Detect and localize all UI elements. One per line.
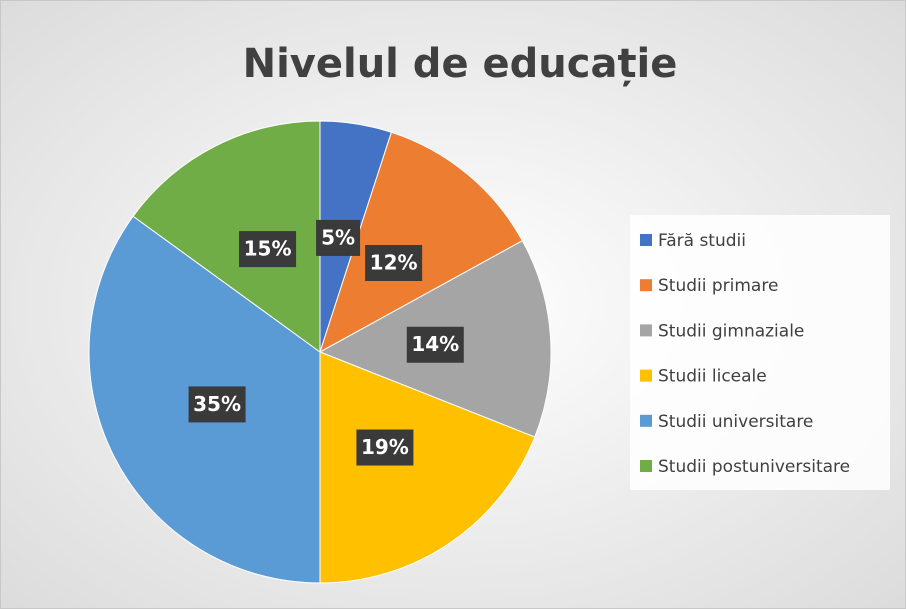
legend-swatch	[640, 324, 652, 337]
legend-swatch	[640, 234, 652, 246]
data-label-box	[365, 245, 423, 282]
legend-label: Studii liceale	[658, 367, 767, 387]
legend-box	[630, 215, 890, 490]
data-label-box	[188, 386, 246, 423]
data-label: 19%	[361, 435, 409, 459]
legend-swatch	[640, 369, 652, 382]
data-label: 15%	[244, 237, 292, 261]
legend-label: Studii postuniversitare	[658, 457, 850, 477]
legend-swatch	[640, 414, 652, 427]
data-label: 35%	[193, 392, 241, 416]
data-label: 14%	[411, 332, 459, 356]
data-label: 5%	[321, 225, 355, 249]
pie-slice	[319, 131, 524, 354]
pie-slice	[132, 120, 321, 353]
legend-label: Fără studii	[658, 231, 746, 251]
data-label-box	[239, 231, 297, 268]
legend-swatch	[640, 460, 652, 472]
legend-label: Studii gimnaziale	[658, 321, 804, 341]
chart-title: Nivelul de educație	[243, 41, 678, 87]
legend-label: Studii universitare	[658, 412, 813, 432]
data-label-box	[316, 219, 361, 256]
data-label: 12%	[370, 251, 418, 275]
data-label-box	[406, 326, 464, 363]
pie-slice	[319, 351, 536, 584]
legend-swatch	[640, 279, 652, 292]
data-label-box	[356, 429, 414, 466]
legend-label: Studii primare	[658, 276, 778, 296]
